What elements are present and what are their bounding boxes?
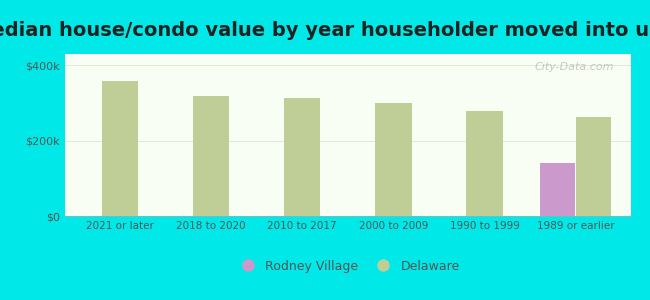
Bar <box>466 110 502 216</box>
Bar <box>101 81 138 216</box>
Bar <box>375 103 411 216</box>
Text: City-Data.com: City-Data.com <box>534 62 614 72</box>
Text: Median house/condo value by year householder moved into unit: Median house/condo value by year househo… <box>0 21 650 40</box>
Bar <box>577 117 611 216</box>
Bar <box>540 163 575 216</box>
Bar <box>284 98 320 216</box>
Bar <box>193 96 229 216</box>
Legend: Rodney Village, Delaware: Rodney Village, Delaware <box>230 255 465 278</box>
